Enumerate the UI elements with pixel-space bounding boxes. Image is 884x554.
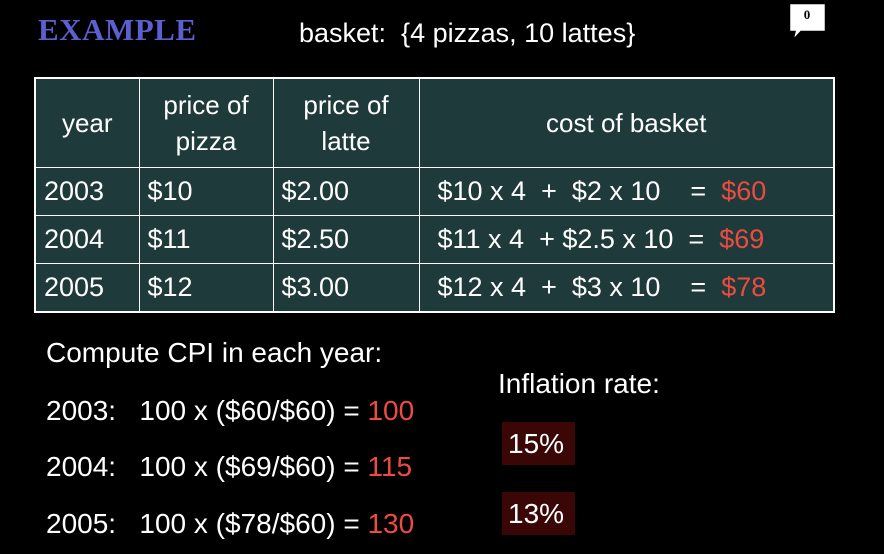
basket-definition: basket: {4 pizzas, 10 lattes} (299, 18, 636, 48)
cpi-expression: 2004: 100 x ($69/$60) = (46, 451, 368, 482)
table-row: 2005 $12 $3.00 $12 x 4 + $3 x 10 = $78 (34, 263, 835, 313)
table-row: 2003 $10 $2.00 $10 x 4 + $2 x 10 = $60 (34, 167, 835, 216)
inflation-heading: Inflation rate: (498, 368, 660, 399)
cpi-heading: Compute CPI in each year: (46, 337, 383, 368)
cell-latte-price: $2.00 (272, 167, 420, 216)
comment-indicator[interactable]: 0 (788, 2, 828, 43)
cell-basket-cost: $12 x 4 + $3 x 10 = $78 (418, 263, 835, 313)
cell-year: 2003 (34, 167, 140, 216)
cell-pizza-price: $12 (138, 263, 274, 313)
cpi-line-2004: 2004: 100 x ($69/$60) = 115 (46, 451, 412, 483)
cpi-line-2003: 2003: 100 x ($60/$60) = 100 (46, 395, 414, 427)
cell-pizza-price: $10 (138, 167, 274, 216)
basket-cost-table: year price of pizza price of latte cost of… (34, 77, 835, 313)
comment-bubble-icon (788, 2, 827, 43)
cpi-value: 115 (367, 451, 413, 482)
inflation-rate-2005: 13% (502, 492, 575, 535)
cell-year: 2005 (34, 263, 140, 313)
header-year: year (34, 77, 140, 168)
cell-latte-price: $2.50 (272, 215, 420, 264)
cpi-value: 130 (367, 508, 415, 539)
cost-total: $60 (721, 176, 767, 206)
slide-title: EXAMPLE (38, 12, 197, 47)
cost-total: $78 (721, 272, 767, 302)
cell-latte-price: $3.00 (272, 263, 420, 313)
cell-year: 2004 (34, 215, 140, 264)
header-price-of-latte: price of latte (272, 77, 420, 168)
header-price-of-pizza: price of pizza (138, 77, 274, 168)
cost-formula: $11 x 4 + $2.5 x 10 = (437, 224, 720, 254)
cpi-line-2005: 2005: 100 x ($78/$60) = 130 (46, 508, 414, 540)
cell-pizza-price: $11 (138, 215, 274, 264)
cost-total: $69 (719, 224, 765, 254)
cell-basket-cost: $11 x 4 + $2.5 x 10 = $69 (418, 215, 835, 264)
cpi-expression: 2003: 100 x ($60/$60) = (46, 395, 368, 426)
cell-basket-cost: $10 x 4 + $2 x 10 = $60 (418, 167, 835, 216)
table-header-row: year price of pizza price of latte cost of… (34, 77, 835, 168)
inflation-rate-2004: 15% (502, 422, 575, 465)
table-row: 2004 $11 $2.50 $11 x 4 + $2.5 x 10 = $69 (34, 215, 835, 264)
cost-formula: $10 x 4 + $2 x 10 = (437, 176, 722, 206)
header-cost-of-basket: cost of basket (418, 77, 835, 168)
cpi-expression: 2005: 100 x ($78/$60) = (46, 508, 368, 539)
cost-formula: $12 x 4 + $3 x 10 = (437, 272, 722, 302)
comment-count: 0 (803, 7, 811, 22)
cpi-value: 100 (367, 395, 415, 426)
